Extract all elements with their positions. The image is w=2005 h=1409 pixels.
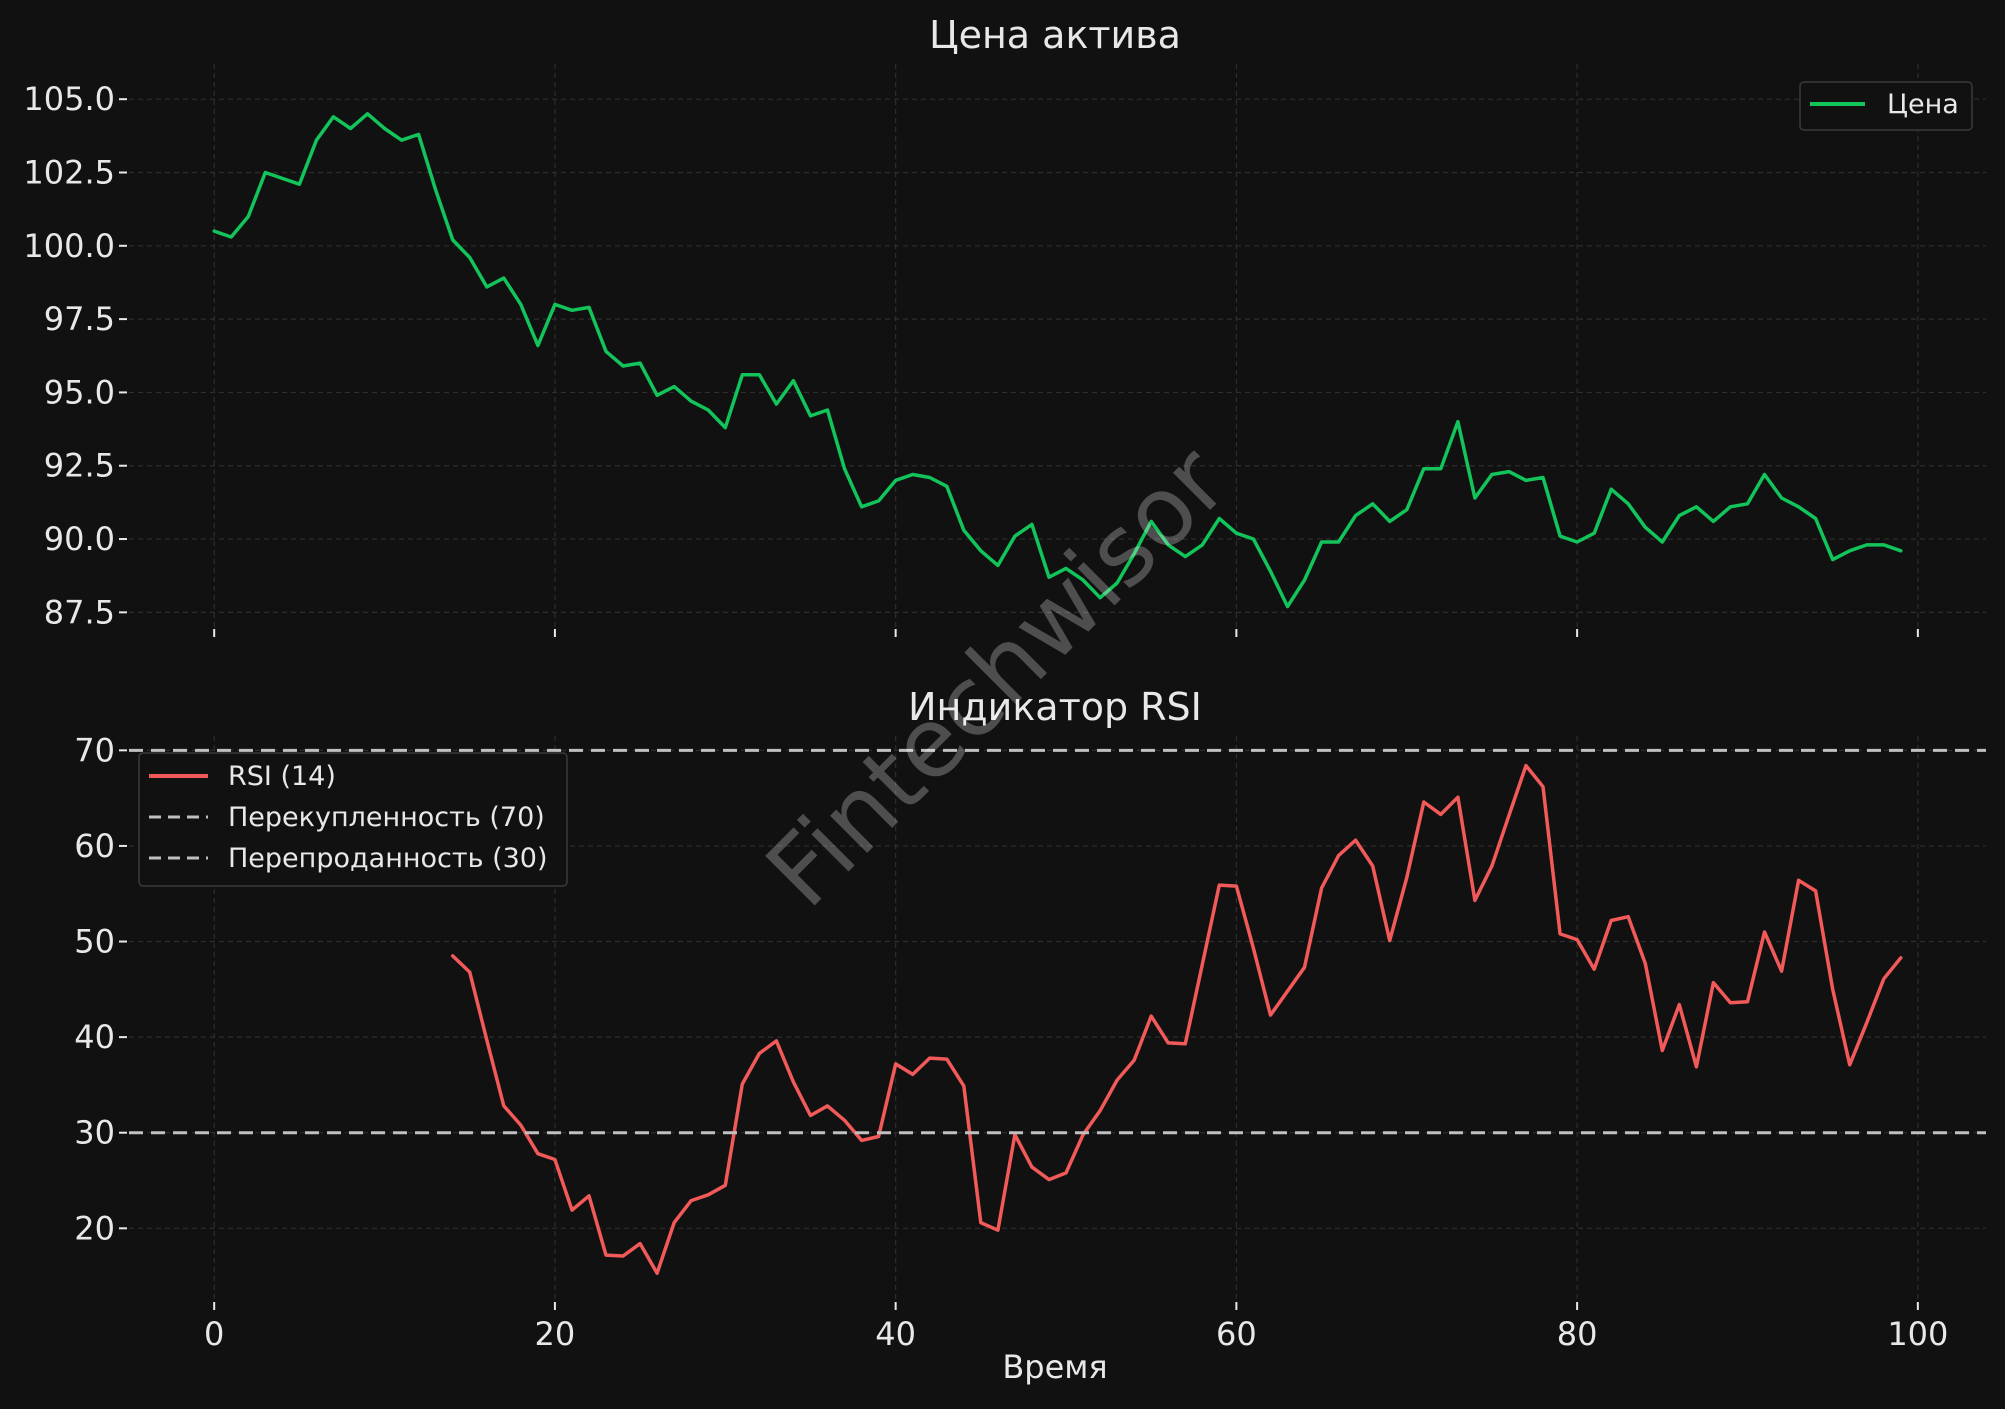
y-tick-label: 30 xyxy=(74,1114,115,1152)
price-y-ticks: 87.5 90.0 92.5 95.0 97.5 100.0 102.5 105.0 xyxy=(23,80,127,631)
rsi-legend-label: RSI (14) xyxy=(228,761,336,792)
y-tick-label: 60 xyxy=(74,827,115,865)
y-tick-label: 97.5 xyxy=(44,300,115,338)
rsi-line xyxy=(450,763,1903,1275)
x-tick-label: 0 xyxy=(204,1315,224,1353)
price-legend-label: Цена xyxy=(1887,89,1959,120)
rsi-y-ticks: 20 30 40 50 60 70 xyxy=(74,731,127,1247)
y-tick-label: 90.0 xyxy=(44,520,115,558)
rsi-series xyxy=(129,748,1986,1275)
price-legend-box xyxy=(1799,81,1973,131)
x-tick-label: 40 xyxy=(875,1315,916,1353)
y-tick-label: 95.0 xyxy=(44,373,115,411)
price-line xyxy=(212,112,1903,609)
price-panel: Цена актива 87.5 90.0 92.5 95.0 97.5 100.0 102… xyxy=(23,13,1986,637)
price-grid xyxy=(129,64,1986,627)
oversold-legend-label: Перепроданность (30) xyxy=(228,843,548,874)
y-tick-label: 40 xyxy=(74,1018,115,1056)
overbought-legend-label: Перекупленность (70) xyxy=(228,802,545,833)
y-tick-label: 105.0 xyxy=(23,80,115,118)
price-x-ticks xyxy=(213,629,1919,637)
rsi-x-axis-label: Время xyxy=(1002,1348,1107,1386)
x-tick-label: 100 xyxy=(1887,1315,1948,1353)
y-tick-label: 87.5 xyxy=(44,593,115,631)
rsi-legend-box xyxy=(138,752,568,887)
y-tick-label: 100.0 xyxy=(23,227,115,265)
y-tick-label: 92.5 xyxy=(44,447,115,485)
x-tick-label: 80 xyxy=(1557,1315,1598,1353)
price-legend: Цена xyxy=(1799,81,1973,131)
y-tick-label: 102.5 xyxy=(23,153,115,191)
rsi-legend: RSI (14) Перекупленность (70) Перепродан… xyxy=(138,752,568,887)
x-tick-label: 20 xyxy=(535,1315,576,1353)
price-series xyxy=(212,112,1903,609)
rsi-x-ticks: 0 20 40 60 80 100 xyxy=(204,1302,1948,1353)
price-panel-title: Цена актива xyxy=(929,13,1181,57)
x-tick-label: 60 xyxy=(1216,1315,1257,1353)
y-tick-label: 50 xyxy=(74,923,115,961)
y-tick-label: 70 xyxy=(74,731,115,769)
rsi-panel-title: Индикатор RSI xyxy=(908,685,1202,729)
y-tick-label: 20 xyxy=(74,1209,115,1247)
